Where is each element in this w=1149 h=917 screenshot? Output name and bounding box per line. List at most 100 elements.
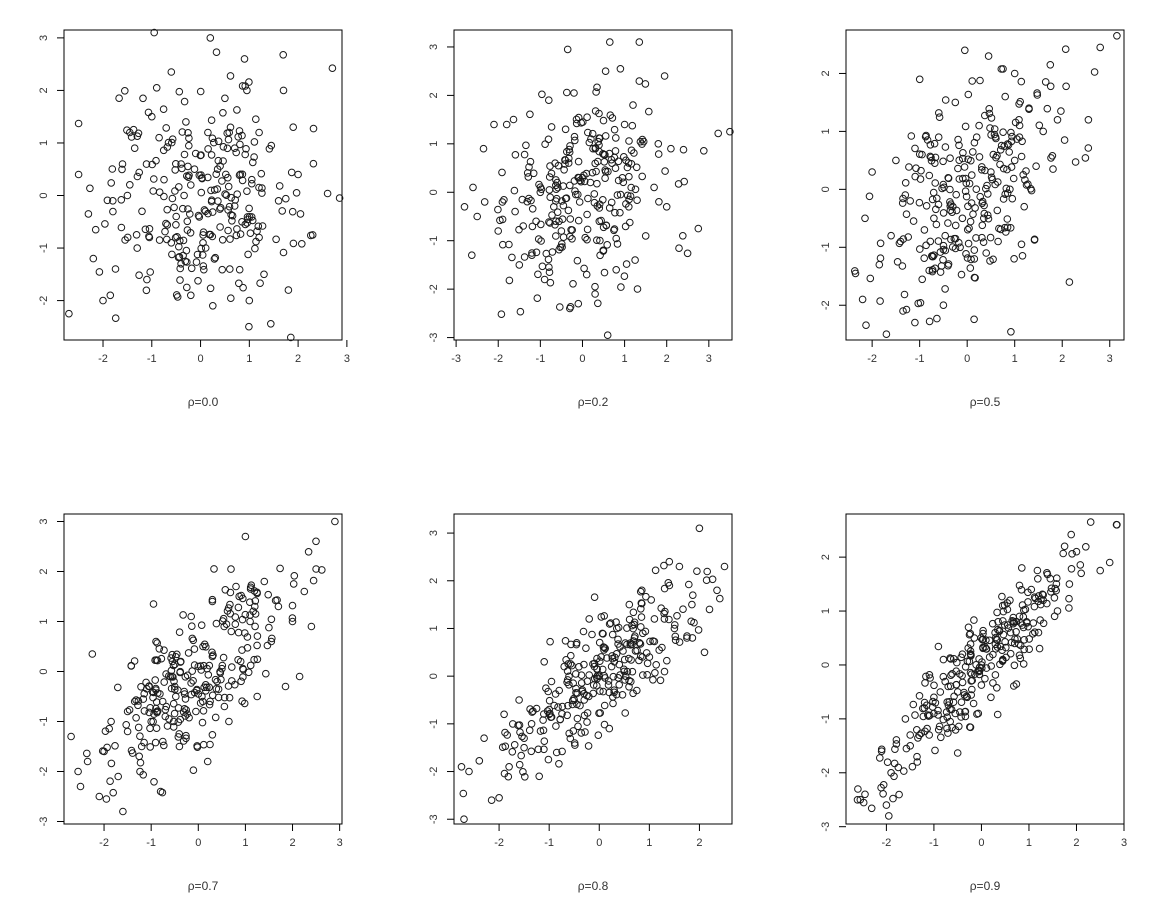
- data-point: [714, 129, 723, 138]
- data-point: [962, 192, 971, 201]
- data-point: [985, 109, 994, 118]
- y-tick-label: 0: [38, 192, 50, 198]
- data-point: [935, 722, 944, 731]
- data-point: [1016, 97, 1025, 106]
- data-point: [909, 217, 918, 225]
- data-point: [688, 600, 696, 609]
- data-point: [143, 275, 151, 284]
- data-point: [558, 710, 566, 718]
- data-point: [702, 576, 711, 585]
- data-point: [74, 119, 83, 128]
- x-tick-label: 1: [646, 837, 652, 849]
- data-point: [643, 671, 652, 679]
- data-point: [877, 745, 886, 754]
- data-point: [627, 146, 636, 155]
- data-point: [224, 226, 232, 235]
- data-point: [890, 759, 899, 768]
- data-point: [605, 620, 614, 628]
- data-point: [257, 169, 266, 178]
- data-point: [905, 163, 913, 171]
- data-point: [187, 264, 196, 273]
- data-point: [193, 742, 201, 750]
- data-point: [868, 168, 876, 176]
- data-point: [187, 612, 195, 621]
- data-point: [127, 662, 136, 670]
- data-point: [238, 697, 246, 706]
- data-point: [173, 233, 181, 241]
- data-point: [125, 706, 134, 714]
- data-point: [251, 610, 260, 618]
- data-point: [232, 582, 240, 591]
- data-point: [876, 297, 884, 305]
- data-point: [683, 632, 691, 640]
- data-point: [571, 741, 579, 749]
- data-point: [583, 718, 591, 726]
- data-point: [993, 643, 1002, 651]
- data-point: [979, 629, 987, 638]
- data-point: [629, 101, 637, 109]
- data-point: [632, 163, 641, 172]
- data-point: [122, 721, 130, 729]
- data-point: [135, 752, 143, 761]
- data-point: [1096, 43, 1104, 52]
- data-point: [573, 256, 582, 265]
- x-tick-label: -2: [493, 353, 503, 365]
- data-point: [208, 208, 217, 216]
- data-point: [613, 191, 622, 199]
- data-point: [323, 189, 332, 198]
- data-point: [641, 232, 650, 240]
- data-point: [1024, 598, 1032, 606]
- data-point: [999, 630, 1008, 639]
- data-point: [1071, 158, 1080, 166]
- data-point: [944, 174, 953, 183]
- data-point: [226, 265, 234, 273]
- data-point: [1025, 105, 1033, 113]
- data-point: [590, 190, 599, 198]
- data-point: [951, 234, 960, 243]
- data-point: [982, 249, 991, 257]
- data-point: [899, 307, 907, 315]
- data-point: [964, 155, 972, 164]
- data-point: [500, 710, 508, 719]
- data-point: [135, 168, 143, 177]
- data-point: [146, 704, 154, 712]
- data-point: [978, 658, 986, 666]
- data-point: [177, 160, 185, 168]
- data-point: [253, 641, 261, 650]
- data-point: [574, 157, 583, 166]
- data-point: [585, 615, 594, 623]
- data-point: [1065, 580, 1074, 588]
- data-point: [547, 169, 556, 178]
- data-point: [220, 622, 228, 631]
- data-point: [243, 644, 252, 652]
- data-point: [925, 671, 934, 679]
- data-point: [1013, 635, 1022, 643]
- data-point: [309, 576, 318, 585]
- data-point: [180, 150, 189, 159]
- data-point: [298, 240, 306, 248]
- data-point: [967, 255, 975, 264]
- data-point: [544, 255, 553, 264]
- data-point: [192, 707, 200, 716]
- data-point: [992, 153, 1000, 162]
- data-point: [475, 757, 484, 765]
- data-point: [948, 670, 957, 678]
- data-point: [253, 227, 261, 235]
- data-point: [190, 165, 199, 173]
- data-point: [287, 333, 295, 342]
- data-point: [498, 198, 507, 206]
- data-point: [235, 279, 243, 288]
- data-point: [525, 194, 533, 203]
- x-axis-label: ρ=0.5: [970, 395, 1001, 409]
- data-point: [241, 220, 250, 229]
- data-point: [999, 617, 1007, 625]
- data-point: [925, 171, 934, 180]
- data-point: [1081, 154, 1090, 162]
- data-point: [255, 128, 263, 137]
- data-point: [234, 628, 243, 637]
- data-point: [138, 207, 146, 216]
- data-point: [515, 261, 524, 269]
- data-point: [188, 622, 196, 631]
- data-point: [1003, 165, 1011, 174]
- data-point: [675, 562, 684, 571]
